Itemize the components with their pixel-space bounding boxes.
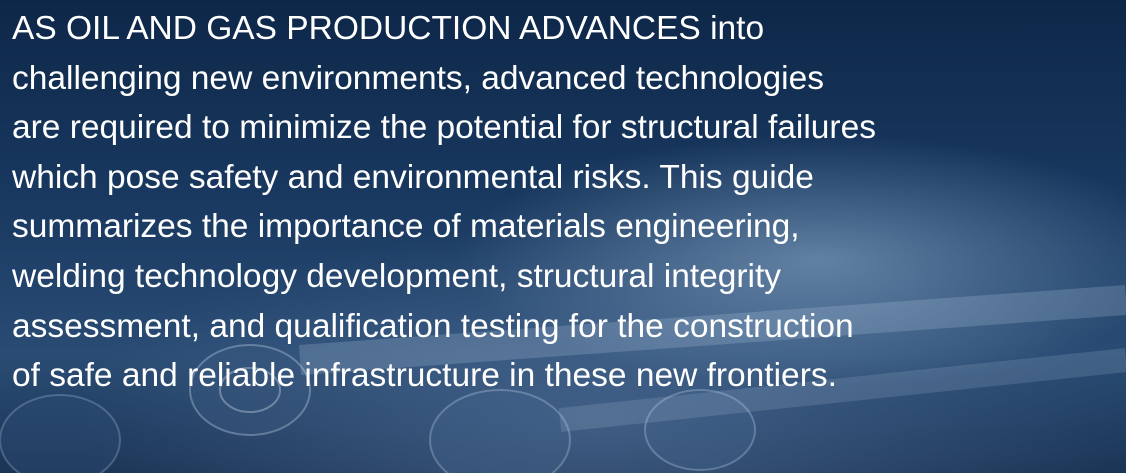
- page: AS OIL AND GAS PRODUCTION ADVANCES intoc…: [0, 0, 1126, 473]
- text-line: of safe and reliable infrastructure in t…: [12, 351, 876, 401]
- text-line: welding technology development, structur…: [12, 252, 876, 302]
- text-line: which pose safety and environmental risk…: [12, 153, 876, 203]
- text-line: AS OIL AND GAS PRODUCTION ADVANCES into: [12, 4, 876, 54]
- text-line: summarizes the importance of materials e…: [12, 202, 876, 252]
- text-line: are required to minimize the potential f…: [12, 103, 876, 153]
- text-line: challenging new environments, advanced t…: [12, 54, 876, 104]
- text-line: assessment, and qualification testing fo…: [12, 302, 876, 352]
